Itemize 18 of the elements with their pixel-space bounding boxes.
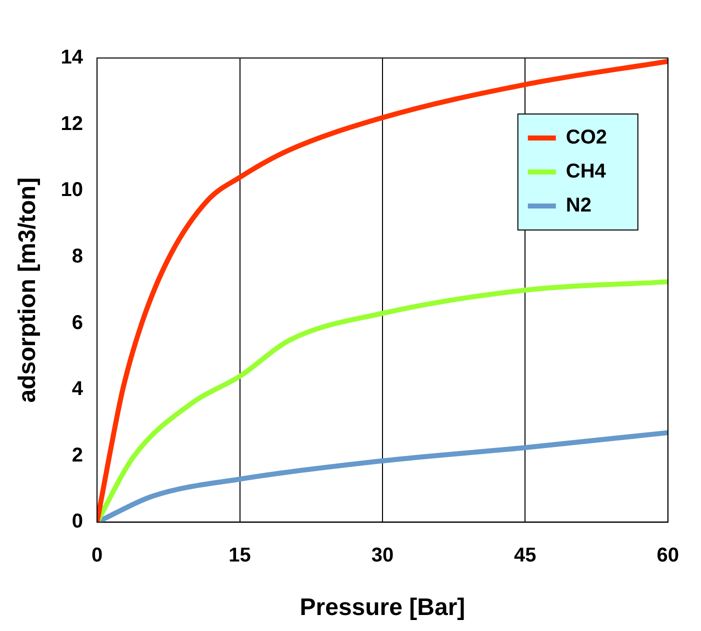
legend-label: CH4: [566, 160, 607, 183]
y-tick-label: 0: [72, 510, 84, 533]
x-tick-label: 0: [91, 544, 103, 567]
x-tick-label: 30: [371, 544, 394, 567]
y-tick-label: 6: [72, 312, 84, 334]
x-tick-label: 45: [514, 544, 536, 567]
y-tick-label: 14: [60, 46, 84, 69]
y-axis-title: adsorption [m3/ton]: [14, 177, 42, 403]
y-tick-label: 4: [72, 378, 84, 400]
y-tick-label: 10: [60, 179, 84, 202]
y-tick-label: 2: [72, 444, 84, 466]
x-tick-label: 15: [228, 544, 251, 567]
y-tick-label: 12: [60, 112, 84, 135]
x-axis-title: Pressure [Bar]: [300, 594, 466, 622]
legend-label: CO2: [566, 126, 607, 149]
x-tick-label: 60: [656, 544, 679, 567]
y-tick-label: 8: [72, 245, 84, 268]
legend-label: N2: [566, 194, 592, 217]
